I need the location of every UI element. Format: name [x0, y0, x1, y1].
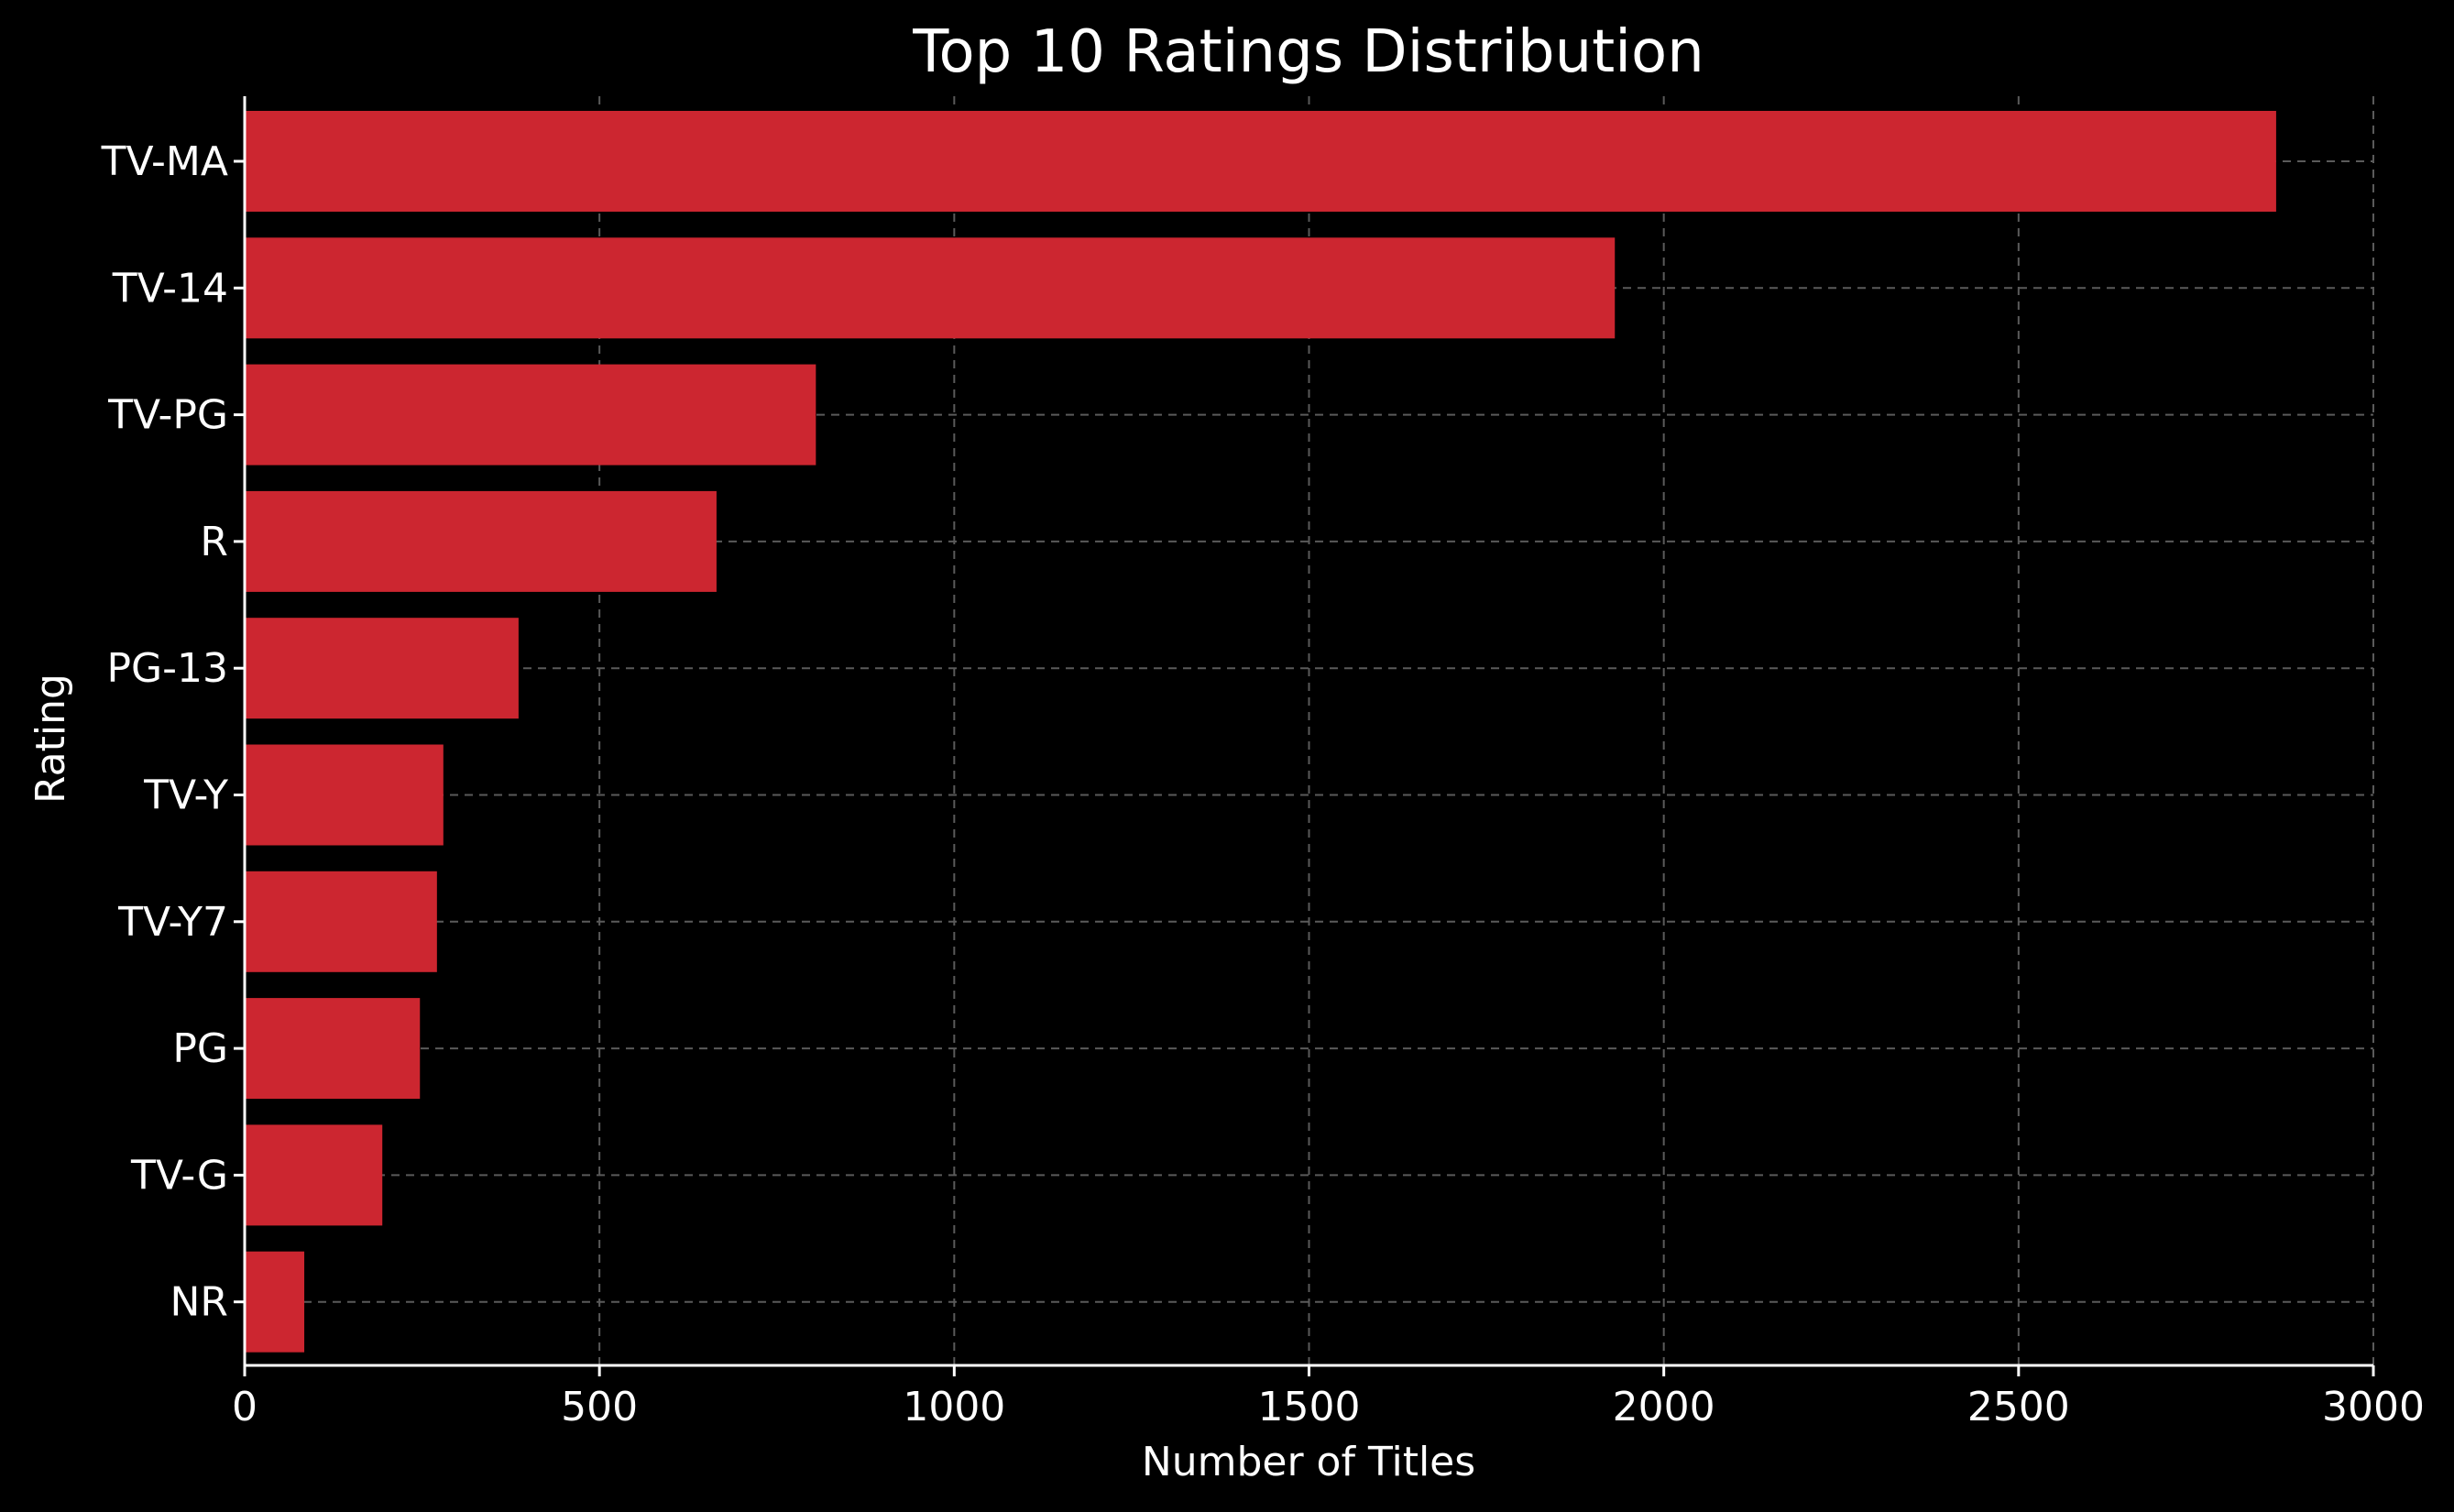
- x-tick-label: 500: [561, 1384, 638, 1430]
- x-tick-label: 3000: [2322, 1384, 2425, 1430]
- bar-nr: [245, 1251, 305, 1353]
- bar-tv-g: [245, 1124, 383, 1226]
- y-tick-label: R: [200, 519, 228, 565]
- bar-tv-pg: [245, 364, 816, 466]
- x-tick-label: 2500: [1967, 1384, 2070, 1430]
- tick-labels: 0 500 1000 1500 2000 2500 3000 TV-MA TV-14 TV-PG R…: [101, 138, 2425, 1430]
- y-tick-label: TV-PG: [107, 392, 228, 439]
- y-tick-label: TV-MA: [101, 138, 228, 185]
- y-tick-label: PG: [172, 1025, 228, 1072]
- x-tick-label: 2000: [1613, 1384, 1715, 1430]
- axes: [234, 96, 2375, 1376]
- y-tick-label: TV-Y7: [117, 899, 228, 946]
- bar-pg: [245, 998, 421, 1100]
- y-axis-label: Rating: [27, 674, 74, 804]
- bar-pg-13: [245, 618, 519, 719]
- x-tick-label: 1000: [903, 1384, 1005, 1430]
- y-tick-label: TV-Y: [143, 772, 228, 819]
- x-tick-label: 1500: [1258, 1384, 1361, 1430]
- y-tick-label: TV-14: [112, 265, 228, 312]
- bar-r: [245, 490, 717, 592]
- y-tick-label: TV-G: [130, 1152, 228, 1199]
- bar-tv-14: [245, 237, 1616, 339]
- y-tick-label: PG-13: [107, 645, 229, 692]
- chart-title: Top 10 Ratings Distribution: [912, 18, 1704, 86]
- x-axis-label: Number of Titles: [1142, 1439, 1475, 1485]
- bars: [245, 111, 2276, 1353]
- bar-tv-y: [245, 744, 444, 846]
- y-tick-label: NR: [170, 1279, 229, 1326]
- bar-tv-y7: [245, 871, 437, 972]
- x-tick-label: 0: [232, 1384, 257, 1430]
- bar-tv-ma: [245, 111, 2276, 212]
